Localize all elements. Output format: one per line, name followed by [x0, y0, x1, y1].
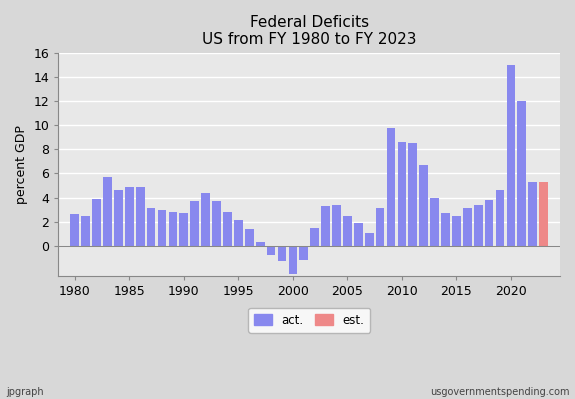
Bar	[310, 228, 319, 246]
Bar	[267, 246, 275, 255]
Bar	[408, 143, 417, 246]
Bar	[496, 190, 504, 246]
Bar	[441, 213, 450, 246]
Bar	[92, 199, 101, 246]
Bar	[430, 198, 439, 246]
Bar	[474, 205, 482, 246]
Bar	[245, 229, 254, 246]
Bar	[539, 182, 548, 246]
Bar	[103, 177, 112, 246]
Bar	[386, 128, 396, 246]
Bar	[158, 209, 166, 246]
Bar	[518, 101, 526, 246]
Title: Federal Deficits
US from FY 1980 to FY 2023: Federal Deficits US from FY 1980 to FY 2…	[202, 15, 416, 47]
Bar	[300, 246, 308, 260]
Bar	[321, 206, 330, 246]
Text: jpgraph: jpgraph	[6, 387, 43, 397]
Bar	[485, 200, 493, 246]
Bar	[278, 246, 286, 261]
Bar	[114, 190, 123, 246]
Bar	[419, 165, 428, 246]
Text: usgovernmentspending.com: usgovernmentspending.com	[430, 387, 569, 397]
Legend: act., est.: act., est.	[248, 308, 370, 332]
Bar	[201, 193, 210, 246]
Bar	[289, 246, 297, 274]
Bar	[397, 142, 407, 246]
Bar	[463, 208, 471, 246]
Bar	[190, 201, 199, 246]
Bar	[179, 213, 188, 246]
Bar	[528, 182, 537, 246]
Bar	[332, 205, 341, 246]
Bar	[136, 187, 144, 246]
Y-axis label: percent GDP: percent GDP	[15, 125, 28, 204]
Bar	[343, 215, 352, 246]
Bar	[375, 208, 385, 246]
Bar	[212, 201, 221, 246]
Bar	[507, 65, 515, 246]
Bar	[256, 242, 264, 246]
Bar	[125, 187, 134, 246]
Bar	[234, 220, 243, 246]
Bar	[452, 215, 461, 246]
Bar	[147, 208, 155, 246]
Bar	[354, 223, 363, 246]
Bar	[81, 215, 90, 246]
Bar	[168, 212, 177, 246]
Bar	[365, 233, 374, 246]
Bar	[71, 214, 79, 246]
Bar	[223, 212, 232, 246]
